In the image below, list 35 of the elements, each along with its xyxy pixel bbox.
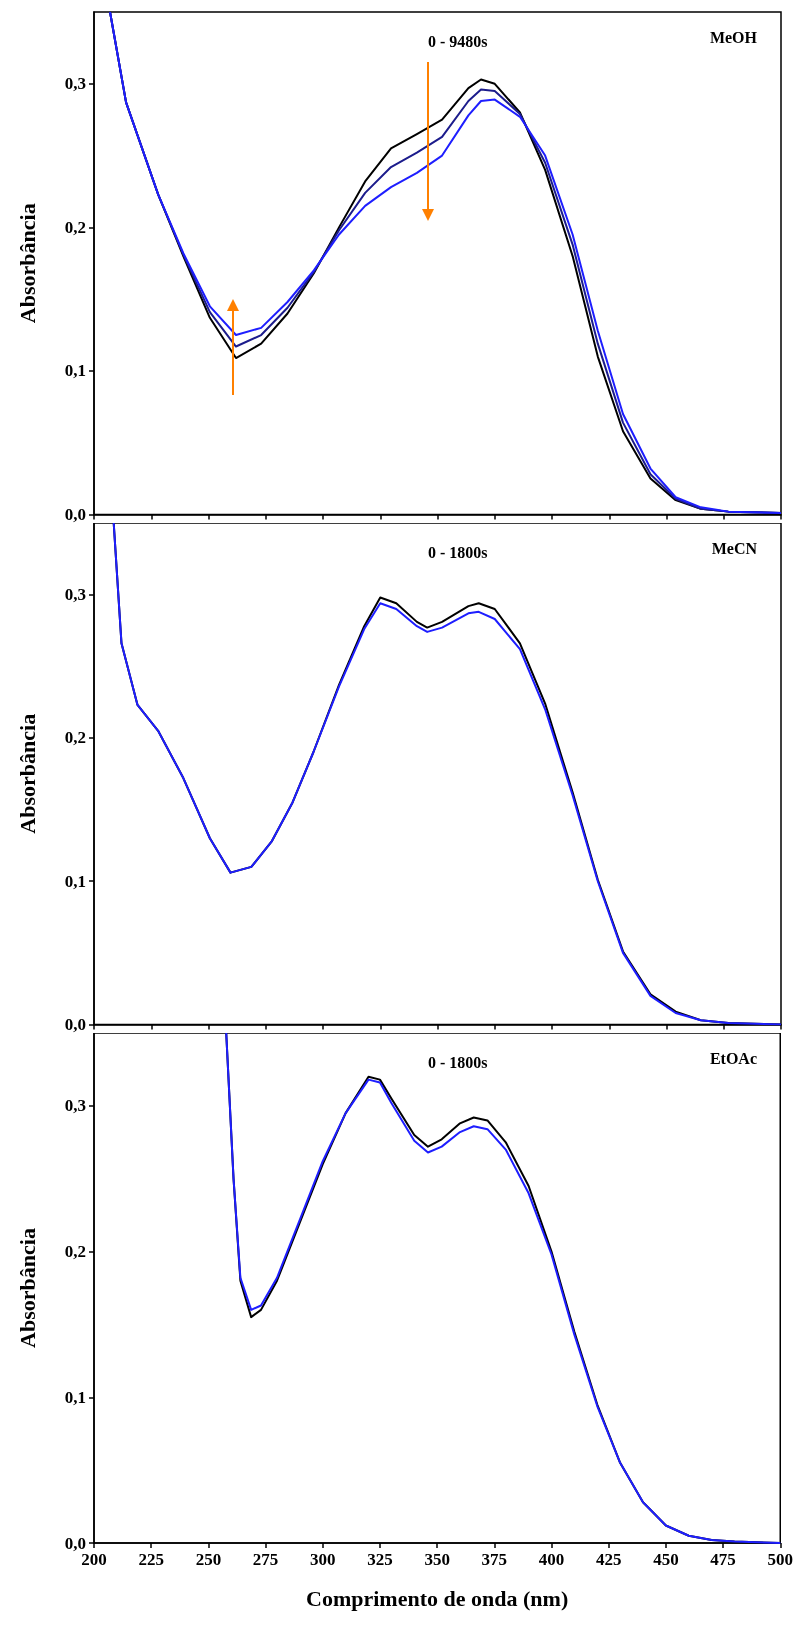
x-tick-label: 450	[653, 1550, 679, 1569]
text: MeCN	[711, 539, 758, 557]
x-tick-label: 250	[195, 1550, 222, 1569]
y-tick-label: 0,0	[64, 505, 86, 524]
x-tick-label: 375	[481, 1550, 508, 1569]
y-tick-label: 0,0	[64, 1533, 86, 1553]
y-tick-label: 0,1	[64, 361, 86, 381]
y-tick-label: 0,1	[64, 1387, 86, 1407]
x-axis-title: Comprimento de onda (nm)	[306, 1585, 569, 1611]
x-tick-label: 200	[81, 1550, 107, 1569]
x-tick-label: 475	[710, 1550, 736, 1569]
y-tick-label: 0,2	[64, 1242, 86, 1262]
annotation: 0 - 9480s	[428, 32, 488, 50]
text: MeOH	[709, 28, 758, 46]
x-tick-label: 275	[252, 1550, 279, 1569]
x-tick-label: 225	[138, 1550, 164, 1569]
x-tick-label: 400	[538, 1550, 565, 1569]
y-tick-label: 0,3	[64, 1096, 86, 1116]
x-tick-label: 350	[424, 1550, 450, 1569]
text: EtOAc	[709, 1049, 758, 1067]
x-tick-label: 300	[310, 1550, 336, 1569]
y-axis-title: Absorbância	[14, 203, 40, 324]
y-tick-label: 0,1	[64, 871, 86, 891]
x-tick-label: 325	[367, 1550, 393, 1569]
x-tick-label: 500	[767, 1550, 793, 1569]
y-tick-label: 0,2	[64, 217, 86, 237]
y-tick-label: 0,0	[64, 1015, 86, 1034]
annotation: 0 - 1800s	[428, 1053, 488, 1071]
y-tick-label: 0,2	[64, 728, 86, 748]
annotation: 0 - 1800s	[428, 543, 488, 561]
y-tick-label: 0,3	[64, 585, 86, 605]
y-axis-title: Absorbância	[14, 713, 40, 834]
x-tick-label: 425	[595, 1550, 622, 1569]
y-tick-label: 0,3	[64, 74, 86, 94]
y-axis-title: Absorbância	[14, 1228, 40, 1348]
